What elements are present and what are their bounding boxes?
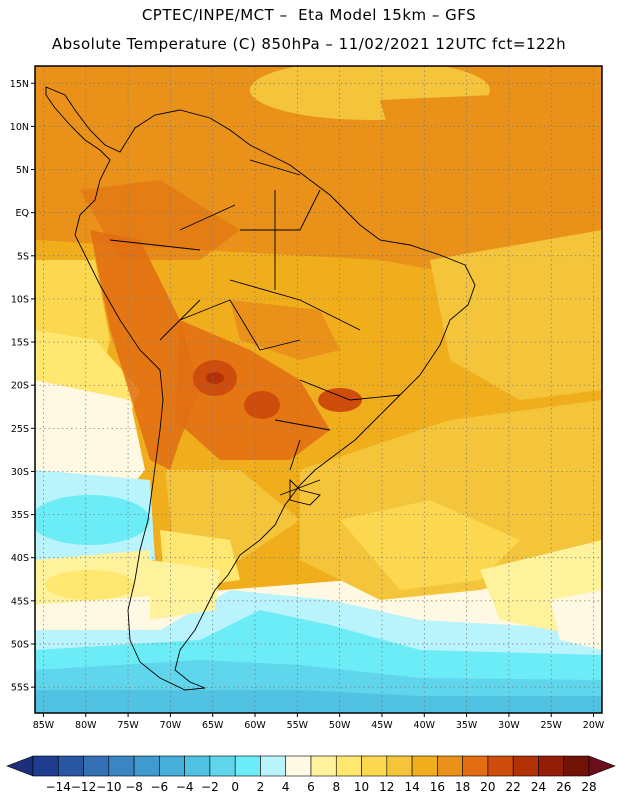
lat-tick-label: 5N	[16, 165, 29, 176]
colorbar-label: 24	[531, 780, 546, 794]
colorbar-swatch	[32, 755, 59, 777]
colorbar-label: 2	[257, 780, 265, 794]
colorbar-swatch	[411, 755, 438, 777]
colorbar-label: 18	[455, 780, 470, 794]
colorbar-swatch	[285, 755, 312, 777]
colorbar-low-arrow	[6, 755, 34, 777]
latitude-axis: 15N 10N 5N EQ 5S 10S 15S 20S 25S 30S 35S 40S 45S 50S 5…	[10, 79, 35, 694]
lat-tick-label: EQ	[16, 208, 29, 219]
colorbar-label: −2	[201, 780, 219, 794]
lon-tick-label: 45W	[371, 720, 393, 731]
lon-tick-label: 85W	[33, 720, 55, 731]
colorbar-label: 16	[430, 780, 445, 794]
lon-tick-label: 70W	[160, 720, 182, 731]
colorbar-swatch	[386, 755, 413, 777]
lat-tick-label: 25S	[11, 424, 29, 435]
colorbar-swatch	[563, 755, 590, 777]
temperature-field	[35, 66, 602, 713]
lon-tick-label: 25W	[540, 720, 562, 731]
colorbar-swatch	[184, 755, 211, 777]
colorbar-label: 0	[231, 780, 239, 794]
colorbar-swatch	[538, 755, 565, 777]
colorbar-swatch	[512, 755, 539, 777]
map-title-line-2: Absolute Temperature (C) 850hPa – 11/02/…	[51, 35, 567, 53]
colorbar-label: 6	[307, 780, 315, 794]
lat-tick-label: 15S	[11, 338, 29, 349]
colorbar-label: −6	[151, 780, 169, 794]
colorbar-swatch	[108, 755, 135, 777]
colorbar-swatch	[437, 755, 463, 777]
lat-tick-label: 40S	[11, 553, 29, 564]
lat-tick-label: 55S	[11, 683, 29, 694]
colorbar-label: 22	[506, 780, 521, 794]
map-title-line-1: CPTEC/INPE/MCT – Eta Model 15km – GFS	[141, 6, 477, 24]
colorbar-swatch	[209, 755, 236, 777]
colorbar-label: −10	[96, 780, 121, 794]
map-frame	[34, 65, 603, 714]
colorbar-swatch	[335, 755, 362, 777]
colorbar-label: 26	[556, 780, 571, 794]
lat-tick-label: 20S	[11, 381, 29, 392]
colorbar-label: 8	[332, 780, 340, 794]
lat-tick-label: 5S	[17, 251, 29, 262]
lon-tick-label: 80W	[75, 720, 97, 731]
lon-tick-label: 20W	[583, 720, 605, 731]
colorbar-swatch	[57, 755, 84, 777]
lon-tick-label: 30W	[498, 720, 520, 731]
colorbar-swatch	[159, 755, 185, 777]
lon-tick-label: 50W	[329, 720, 351, 731]
lat-tick-label: 50S	[11, 639, 29, 650]
lon-tick-label: 65W	[202, 720, 224, 731]
colorbar-label: −4	[176, 780, 194, 794]
lon-tick-label: 75W	[117, 720, 139, 731]
lat-tick-label: 10S	[11, 294, 29, 305]
colorbar-label: 4	[282, 780, 290, 794]
colorbar-label: 20	[480, 780, 495, 794]
lat-tick-label: 45S	[11, 596, 29, 607]
colorbar-swatch	[83, 755, 110, 777]
colorbar-label: −8	[125, 780, 143, 794]
lat-tick-label: 10N	[10, 122, 29, 133]
lat-tick-label: 15N	[10, 79, 29, 90]
colorbar-swatch	[361, 755, 388, 777]
colorbar-swatch	[234, 755, 261, 777]
colorbar-label: 10	[354, 780, 369, 794]
lat-tick-label: 30S	[11, 467, 29, 478]
colorbar-label: 28	[581, 780, 596, 794]
colorbar-label: −14	[46, 780, 71, 794]
colorbar-label: 12	[379, 780, 394, 794]
lon-tick-label: 55W	[287, 720, 309, 731]
colorbar-swatch	[260, 755, 287, 777]
colorbar-label: 14	[404, 780, 419, 794]
colorbar-high-arrow	[588, 755, 616, 777]
lon-tick-label: 35W	[456, 720, 478, 731]
lat-tick-label: 35S	[11, 510, 29, 521]
colorbar-label: −12	[71, 780, 96, 794]
colorbar-swatch	[487, 755, 514, 777]
coastline	[45, 86, 476, 691]
graticule	[35, 66, 602, 713]
colorbar-swatch	[310, 755, 337, 777]
lon-tick-label: 60W	[244, 720, 266, 731]
lon-tick-label: 40W	[414, 720, 436, 731]
colorbar-swatch	[133, 755, 160, 777]
colorbar-swatch	[462, 755, 489, 777]
longitude-axis: 85W 80W 75W 70W 65W 60W 55W 50W 45W 40W 35W 30W 25W 2…	[33, 713, 605, 731]
colorbar: −14 −12 −10 −8 −6 −4 −2 0 2 4 6 8 10 12 14 16 18 20 22 24 26…	[6, 755, 616, 794]
